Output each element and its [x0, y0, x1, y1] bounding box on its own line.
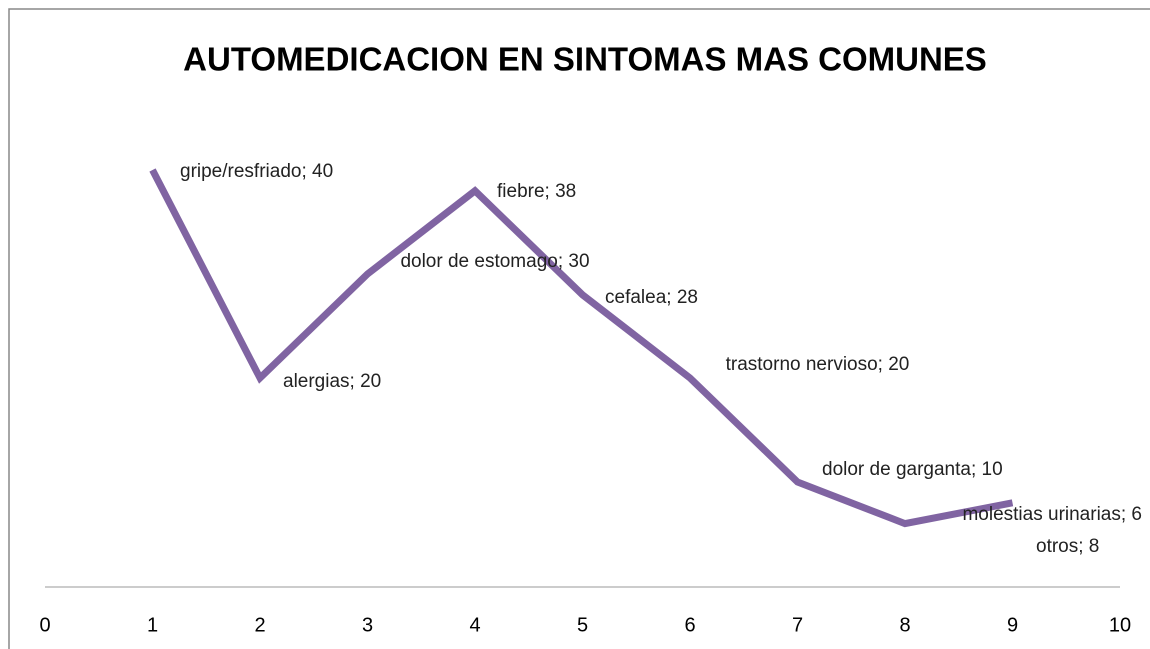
data-label: alergias; 20 — [283, 371, 382, 392]
data-label: cefalea; 28 — [605, 287, 698, 308]
chart-border — [8, 8, 1150, 649]
x-tick-label: 9 — [1007, 614, 1018, 636]
data-label: dolor de garganta; 10 — [822, 459, 1003, 480]
data-label: trastorno nervioso; 20 — [725, 354, 910, 375]
x-tick-label: 1 — [147, 614, 158, 636]
chart-title: AUTOMEDICACION EN SINTOMAS MAS COMUNES — [183, 41, 987, 78]
x-tick-label: 7 — [792, 614, 803, 636]
data-label: fiebre; 38 — [497, 181, 577, 202]
data-label: otros; 8 — [1036, 536, 1100, 557]
data-label: dolor de estomago; 30 — [400, 251, 590, 272]
x-tick-label: 5 — [577, 614, 588, 636]
x-tick-label: 4 — [469, 614, 480, 636]
data-label: gripe/resfriado; 40 — [180, 161, 334, 182]
data-label: molestias urinarias; 6 — [962, 504, 1142, 525]
x-tick-label: 10 — [1109, 614, 1131, 636]
x-tick-label: 8 — [899, 614, 910, 636]
x-tick-label: 6 — [684, 614, 695, 636]
line-series — [149, 168, 1014, 528]
x-tick-label: 2 — [254, 614, 265, 636]
x-tick-label: 0 — [39, 614, 50, 636]
x-tick-label: 3 — [362, 614, 373, 636]
